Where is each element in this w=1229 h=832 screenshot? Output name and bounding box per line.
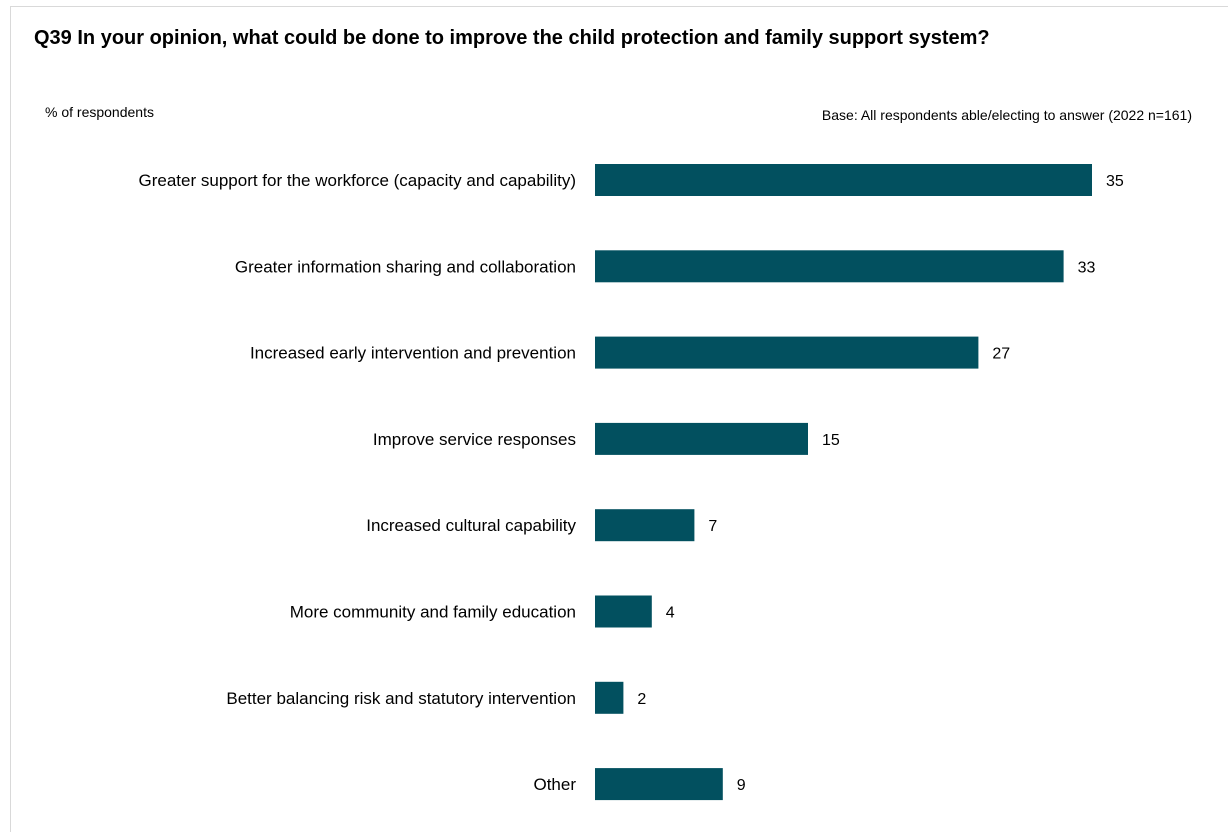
- category-label: Greater information sharing and collabor…: [235, 257, 576, 276]
- data-label: 33: [1078, 259, 1096, 276]
- bar: [595, 768, 723, 801]
- category-label: Increased early intervention and prevent…: [250, 344, 576, 363]
- data-label: 2: [637, 691, 646, 708]
- chart-title: Q39 In your opinion, what could be done …: [34, 27, 990, 49]
- data-label: 9: [737, 777, 746, 794]
- data-label: 27: [992, 346, 1010, 363]
- data-label: 7: [708, 518, 717, 535]
- category-label: More community and family education: [290, 603, 576, 622]
- category-label: Increased cultural capability: [366, 516, 576, 535]
- bar: [595, 595, 652, 628]
- bar: [595, 422, 808, 455]
- base-note: Base: All respondents able/electing to a…: [821, 107, 1192, 123]
- category-label: Other: [533, 775, 576, 794]
- bar: [595, 164, 1092, 196]
- data-label: 4: [666, 605, 675, 622]
- bar: [595, 681, 624, 714]
- chart-frame: [10, 6, 1228, 832]
- category-label: Better balancing risk and statutory inte…: [226, 689, 576, 708]
- bar: [595, 509, 695, 542]
- category-label: Improve service responses: [373, 430, 576, 449]
- data-label: 35: [1106, 173, 1124, 190]
- data-label: 15: [822, 432, 840, 449]
- bar: [595, 336, 979, 369]
- bar: [595, 250, 1064, 283]
- y-axis-label: % of respondents: [45, 104, 154, 120]
- category-label: Greater support for the workforce (capac…: [139, 171, 576, 190]
